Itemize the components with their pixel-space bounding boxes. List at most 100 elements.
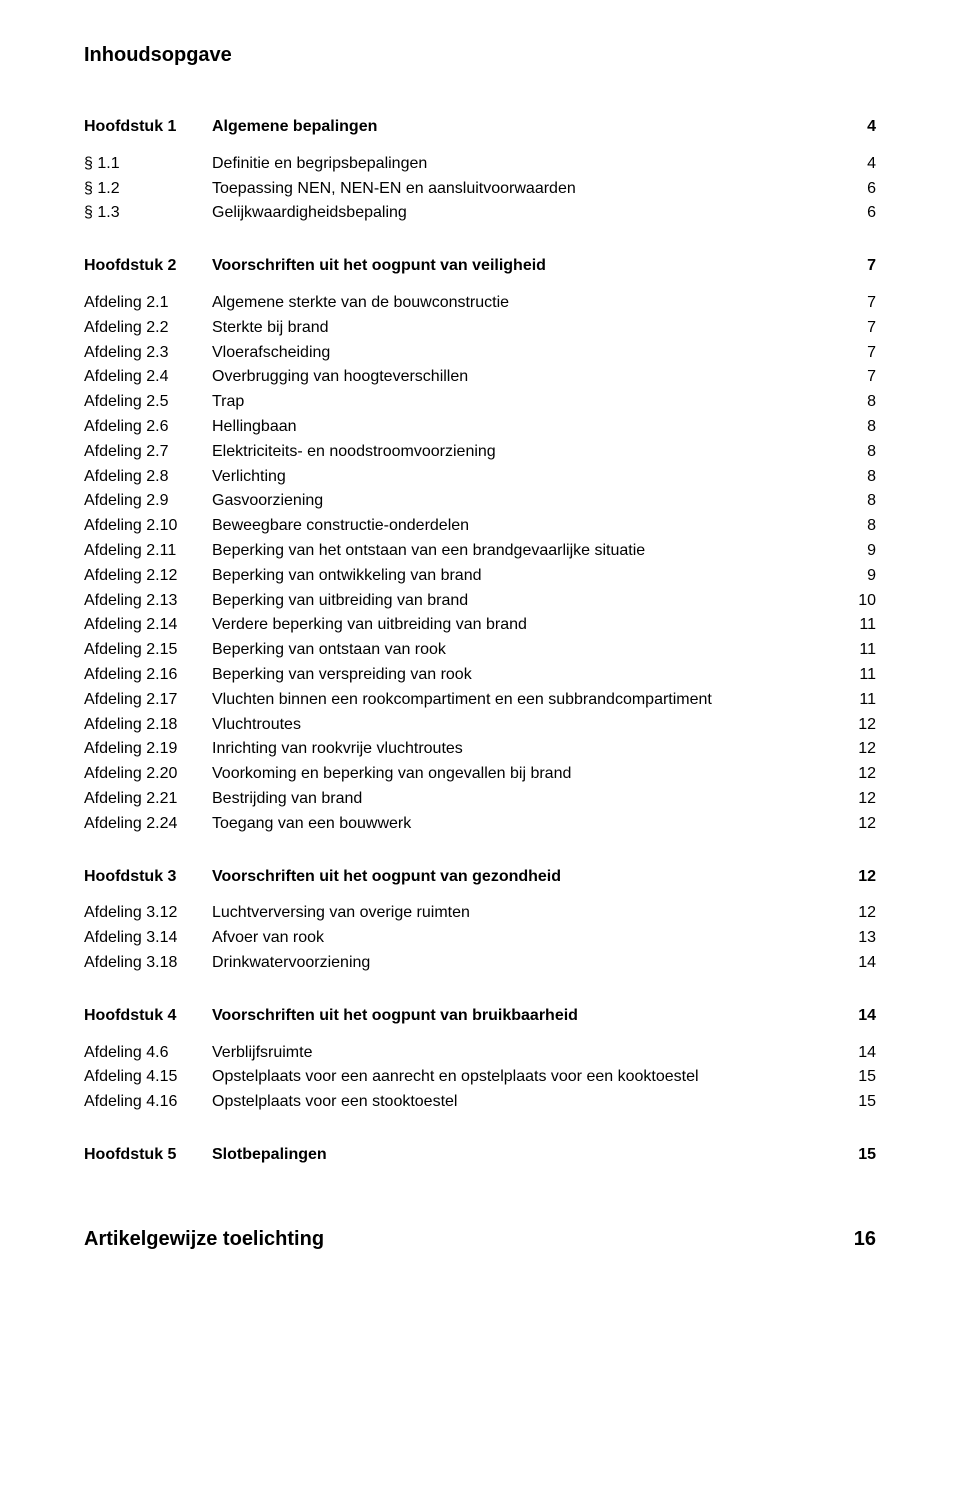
toc-text: Overbrugging van hoogteverschillen	[212, 365, 842, 390]
toc-label: Afdeling 2.24	[84, 812, 212, 837]
toc-text: Toepassing NEN, NEN-EN en aansluitvoorwa…	[212, 177, 842, 202]
toc-page: 6	[842, 201, 876, 226]
toc-label: Hoofdstuk 2	[84, 254, 212, 279]
toc-row: Artikelgewijze toelichting16	[84, 1196, 876, 1255]
toc-page: 4	[842, 115, 876, 140]
toc-text: Verdere beperking van uitbreiding van br…	[212, 613, 842, 638]
toc-page: 7	[842, 254, 876, 279]
toc-row: § 1.3Gelijkwaardigheidsbepaling6	[84, 201, 876, 226]
page-title: Inhoudsopgave	[84, 44, 876, 67]
toc-label: § 1.3	[84, 201, 212, 226]
toc-label: § 1.1	[84, 152, 212, 177]
toc-page: 12	[842, 713, 876, 738]
toc-label: Hoofdstuk 1	[84, 115, 212, 140]
toc-page: 11	[842, 613, 876, 638]
toc-page: 4	[842, 152, 876, 177]
toc-page: 10	[842, 589, 876, 614]
toc-label: Afdeling 2.16	[84, 663, 212, 688]
toc-label: Afdeling 2.18	[84, 713, 212, 738]
toc-page: 11	[842, 638, 876, 663]
toc-label: Afdeling 2.7	[84, 440, 212, 465]
toc-label: Afdeling 2.5	[84, 390, 212, 415]
toc-label: Afdeling 2.9	[84, 489, 212, 514]
toc-label: Afdeling 2.21	[84, 787, 212, 812]
toc-label: Afdeling 2.15	[84, 638, 212, 663]
toc-page: 12	[842, 865, 876, 890]
toc-page: 11	[842, 663, 876, 688]
toc-label: Afdeling 2.2	[84, 316, 212, 341]
toc-row: Afdeling 2.20Voorkoming en beperking van…	[84, 762, 876, 787]
toc-text: Drinkwatervoorziening	[212, 951, 842, 976]
toc-row: Afdeling 2.9Gasvoorziening8	[84, 489, 876, 514]
toc-row: § 1.2Toepassing NEN, NEN-EN en aansluitv…	[84, 177, 876, 202]
toc-text: Opstelplaats voor een stooktoestel	[212, 1090, 842, 1115]
toc-text: Verblijfsruimte	[212, 1041, 842, 1066]
toc-row: Hoofdstuk 3Voorschriften uit het oogpunt…	[84, 865, 876, 890]
toc-text: Definitie en begripsbepalingen	[212, 152, 842, 177]
toc-row: Afdeling 2.4Overbrugging van hoogteversc…	[84, 365, 876, 390]
toc-page: 15	[842, 1143, 876, 1168]
toc-row: Afdeling 2.3Vloerafscheiding7	[84, 341, 876, 366]
toc-label: Afdeling 2.20	[84, 762, 212, 787]
toc-page: 6	[842, 177, 876, 202]
toc-text: Hellingbaan	[212, 415, 842, 440]
toc-page: 7	[842, 365, 876, 390]
toc-label: Afdeling 4.16	[84, 1090, 212, 1115]
toc-label: Afdeling 3.18	[84, 951, 212, 976]
toc-page: 14	[842, 1041, 876, 1066]
toc-text: Voorschriften uit het oogpunt van gezond…	[212, 865, 842, 890]
toc-text: Beperking van ontwikkeling van brand	[212, 564, 842, 589]
toc-text: Voorschriften uit het oogpunt van bruikb…	[212, 1004, 842, 1029]
toc-text: Inrichting van rookvrije vluchtroutes	[212, 737, 842, 762]
toc-text: Vloerafscheiding	[212, 341, 842, 366]
toc-label: Hoofdstuk 3	[84, 865, 212, 890]
toc-label: Afdeling 2.14	[84, 613, 212, 638]
toc-row: Afdeling 2.12Beperking van ontwikkeling …	[84, 564, 876, 589]
toc-label: Afdeling 2.8	[84, 465, 212, 490]
toc-page: 9	[842, 564, 876, 589]
toc-row: Afdeling 2.11Beperking van het ontstaan …	[84, 539, 876, 564]
toc-row: Afdeling 4.16Opstelplaats voor een stook…	[84, 1090, 876, 1115]
toc-text: Algemene bepalingen	[212, 115, 842, 140]
toc-text: Voorschriften uit het oogpunt van veilig…	[212, 254, 842, 279]
toc-text: Gasvoorziening	[212, 489, 842, 514]
toc-text: Vluchten binnen een rookcompartiment en …	[212, 688, 842, 713]
toc-text: Opstelplaats voor een aanrecht en opstel…	[212, 1065, 842, 1090]
toc-text: Gelijkwaardigheidsbepaling	[212, 201, 842, 226]
toc-page: 7	[842, 316, 876, 341]
toc-text: Verlichting	[212, 465, 842, 490]
toc-label: Afdeling 2.17	[84, 688, 212, 713]
toc-row: Afdeling 2.19Inrichting van rookvrije vl…	[84, 737, 876, 762]
toc-label: Afdeling 4.15	[84, 1065, 212, 1090]
toc-text: Sterkte bij brand	[212, 316, 842, 341]
toc-page: 8	[842, 465, 876, 490]
toc-page: 14	[842, 951, 876, 976]
toc-label: Hoofdstuk 4	[84, 1004, 212, 1029]
table-of-contents: Hoofdstuk 1Algemene bepalingen4§ 1.1Defi…	[84, 115, 876, 1255]
toc-row: Afdeling 2.7Elektriciteits- en noodstroo…	[84, 440, 876, 465]
toc-page: 12	[842, 737, 876, 762]
toc-text: Beperking van uitbreiding van brand	[212, 589, 842, 614]
toc-row: Afdeling 2.24Toegang van een bouwwerk12	[84, 812, 876, 837]
toc-text: Vluchtroutes	[212, 713, 842, 738]
toc-page: 12	[842, 812, 876, 837]
toc-page: 8	[842, 415, 876, 440]
toc-row: Hoofdstuk 1Algemene bepalingen4	[84, 115, 876, 140]
toc-row: Afdeling 3.18Drinkwatervoorziening14	[84, 951, 876, 976]
toc-page: 8	[842, 390, 876, 415]
toc-row: § 1.1Definitie en begripsbepalingen4	[84, 152, 876, 177]
toc-row: Afdeling 2.2Sterkte bij brand7	[84, 316, 876, 341]
toc-page: 12	[842, 787, 876, 812]
toc-label: Afdeling 3.12	[84, 901, 212, 926]
toc-page: 8	[842, 514, 876, 539]
toc-row: Afdeling 2.8Verlichting8	[84, 465, 876, 490]
toc-text: Afvoer van rook	[212, 926, 842, 951]
toc-text: Algemene sterkte van de bouwconstructie	[212, 291, 842, 316]
toc-text: Trap	[212, 390, 842, 415]
toc-page: 14	[842, 1004, 876, 1029]
toc-text: Luchtverversing van overige ruimten	[212, 901, 842, 926]
toc-page: 8	[842, 440, 876, 465]
toc-page: 16	[842, 1224, 876, 1255]
toc-row: Afdeling 2.10Beweegbare constructie-onde…	[84, 514, 876, 539]
toc-page: 8	[842, 489, 876, 514]
